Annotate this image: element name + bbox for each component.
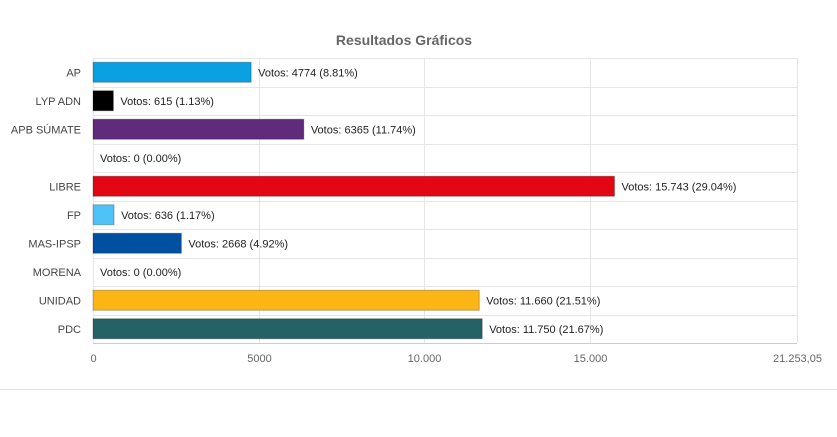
bar-data-label: Votos: 11.660 (21.51%) <box>486 295 600 307</box>
bar[interactable] <box>92 90 114 112</box>
bar[interactable] <box>92 289 480 311</box>
bar[interactable] <box>92 61 252 83</box>
bar[interactable] <box>92 232 182 254</box>
bar[interactable] <box>92 204 115 226</box>
bar-data-label: Votos: 11.750 (21.67%) <box>489 324 603 336</box>
bar-data-label: Votos: 0 (0.00%) <box>100 153 181 165</box>
category-labels: AP LYP ADN APB SÚMATE LIBRE FP MAS-IPSP MORENA… <box>11 67 82 336</box>
bar-data-label: Votos: 4774 (8.81%) <box>258 67 358 79</box>
x-tick-label: 21.253,05 <box>773 353 822 365</box>
x-tick-label: 0 <box>90 353 96 365</box>
x-tick-label: 5000 <box>247 353 271 365</box>
bar-data-label: Votos: 0 (0.00%) <box>100 267 181 279</box>
category-label: LYP ADN <box>36 96 82 108</box>
bar[interactable] <box>92 175 615 197</box>
category-label: MAS-IPSP <box>28 238 81 250</box>
bar-data-label: Votos: 6365 (11.74%) <box>311 124 416 136</box>
bar[interactable] <box>92 318 483 340</box>
data-labels: Votos: 4774 (8.81%) Votos: 615 (1.13%) Vot… <box>100 67 736 336</box>
category-label: UNIDAD <box>39 295 81 307</box>
bar-data-label: Votos: 636 (1.17%) <box>121 210 215 222</box>
category-label: PDC <box>58 324 81 336</box>
category-label: FP <box>67 210 81 222</box>
bar[interactable] <box>92 118 305 140</box>
bottom-divider <box>0 389 837 390</box>
category-label: AP <box>66 67 81 79</box>
category-label: MORENA <box>33 267 82 279</box>
bar-data-label: Votos: 615 (1.13%) <box>120 96 214 108</box>
bars-layer <box>92 61 615 340</box>
grid-layer <box>93 58 798 344</box>
category-label: APB SÚMATE <box>11 123 81 136</box>
x-tick-label: 15.000 <box>574 353 608 365</box>
category-label: LIBRE <box>49 181 81 193</box>
chart-title: Resultados Gráficos <box>336 32 472 48</box>
x-tick-label: 10.000 <box>408 353 442 365</box>
x-axis-ticks: 0 5000 10.000 15.000 21.253,05 <box>90 353 822 365</box>
bar-data-label: Votos: 15.743 (29.04%) <box>621 181 736 193</box>
bar-data-label: Votos: 2668 (4.92%) <box>188 238 288 250</box>
